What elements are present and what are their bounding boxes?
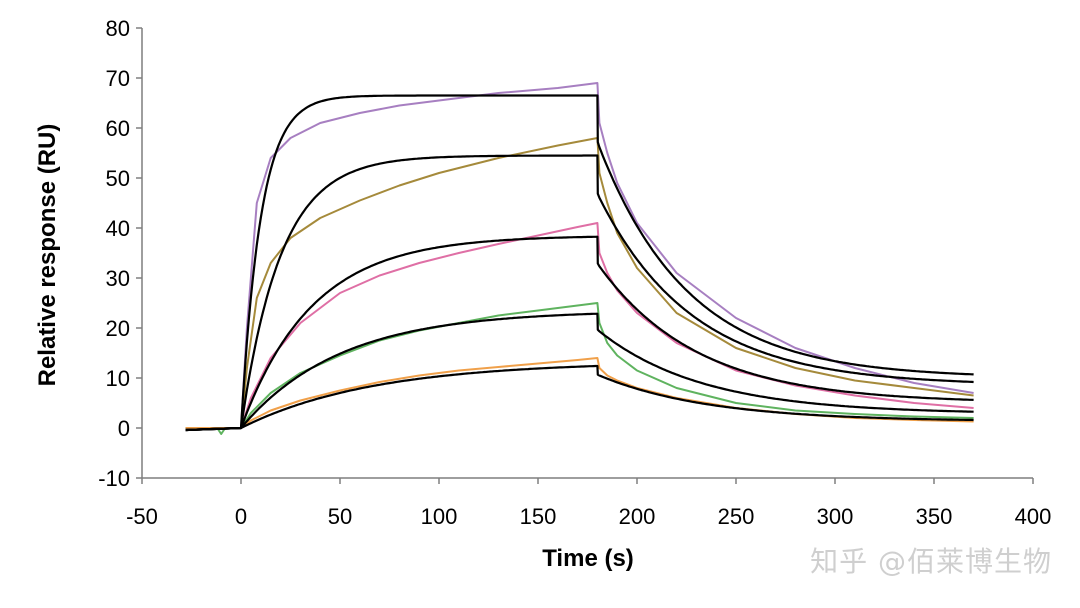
- x-axis-title: Time (s): [542, 545, 634, 572]
- fit-curve-4: [185, 312, 974, 432]
- y-axis-title: Relative response (RU): [34, 124, 61, 387]
- fit-curve-5: [185, 364, 974, 432]
- x-tick-label: 400: [1015, 504, 1052, 529]
- y-tick-label: 0: [118, 416, 130, 441]
- watermark-text: 知乎 @佰莱博生物: [810, 545, 1052, 578]
- measured-series-1: [185, 82, 974, 429]
- y-tick-label: 80: [106, 16, 130, 41]
- fit-curve-3: [185, 235, 974, 432]
- y-tick-label: 40: [106, 216, 130, 241]
- x-tick-label: 150: [520, 504, 557, 529]
- y-tick-label: 70: [106, 66, 130, 91]
- fit-curve-2: [185, 154, 974, 432]
- x-tick-label: 50: [328, 504, 352, 529]
- x-tick-label: 250: [718, 504, 755, 529]
- series-layer: [185, 82, 974, 435]
- x-tick-label: 0: [235, 504, 247, 529]
- x-tick-label: -50: [126, 504, 158, 529]
- axes: -10 0 10 20 30 40 50 60 70 80 -50 0 50 100 150 200 250 30…: [98, 16, 1051, 529]
- y-tick-label: -10: [98, 466, 130, 491]
- y-tick-label: 60: [106, 116, 130, 141]
- x-tick-label: 100: [421, 504, 458, 529]
- y-tick-label: 50: [106, 166, 130, 191]
- y-tick-label: 30: [106, 266, 130, 291]
- y-tick-label: 20: [106, 316, 130, 341]
- measured-series-3: [185, 222, 974, 429]
- measured-series-2: [185, 137, 974, 429]
- x-tick-label: 200: [619, 504, 656, 529]
- fit-curve-1: [185, 94, 974, 432]
- x-tick-label: 350: [916, 504, 953, 529]
- x-tick-label: 300: [817, 504, 854, 529]
- y-tick-label: 10: [106, 366, 130, 391]
